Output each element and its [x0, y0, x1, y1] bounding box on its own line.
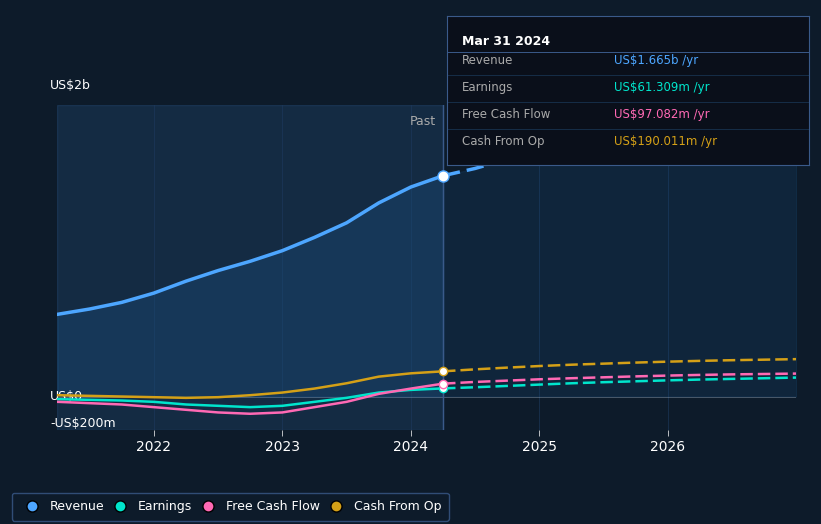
Text: Past: Past: [410, 115, 436, 127]
Text: Free Cash Flow: Free Cash Flow: [462, 108, 550, 121]
Text: Mar 31 2024: Mar 31 2024: [462, 35, 550, 48]
Text: US$2b: US$2b: [50, 79, 91, 92]
Legend: Revenue, Earnings, Free Cash Flow, Cash From Op: Revenue, Earnings, Free Cash Flow, Cash …: [12, 493, 448, 521]
Text: US$0: US$0: [50, 390, 83, 403]
Text: US$1.665b /yr: US$1.665b /yr: [613, 54, 698, 67]
Text: Cash From Op: Cash From Op: [462, 135, 544, 148]
Bar: [57, 105, 443, 430]
Text: Analysts Forecasts: Analysts Forecasts: [451, 115, 566, 127]
Text: Revenue: Revenue: [462, 54, 513, 67]
Text: US$190.011m /yr: US$190.011m /yr: [613, 135, 717, 148]
Text: Earnings: Earnings: [462, 81, 513, 94]
Text: US$61.309m /yr: US$61.309m /yr: [613, 81, 709, 94]
Text: US$97.082m /yr: US$97.082m /yr: [613, 108, 709, 121]
Text: -US$200m: -US$200m: [50, 417, 116, 430]
